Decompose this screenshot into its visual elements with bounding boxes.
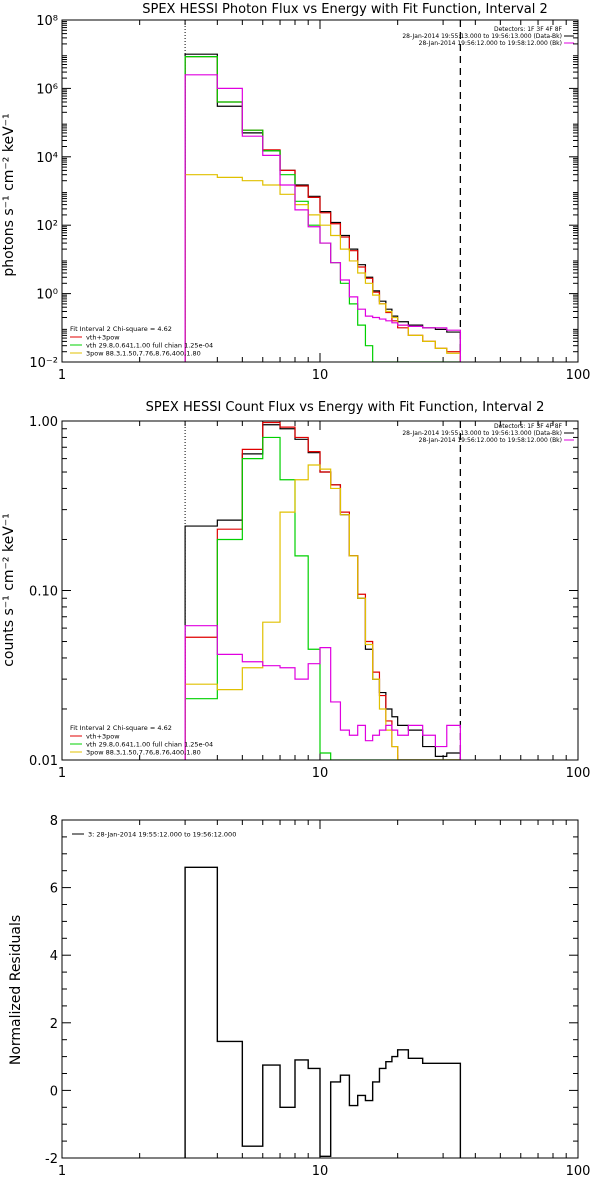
residuals-panel: Normalized Residuals 1 10 100 -2 0 2 4 6 8 3: 28… xyxy=(8,814,590,1179)
residuals-y-tick-label: 6 xyxy=(50,882,58,897)
residuals-y-tick-label: 0 xyxy=(50,1084,58,1099)
count-x-tick-label: 10 xyxy=(312,766,329,781)
photon-plot-area: 1 10 100 10⁻² 10⁰ 10² 10⁴ 10⁶ 10⁸ xyxy=(29,14,590,383)
residuals-x-tick-label: 10 xyxy=(312,1164,329,1179)
residuals-plot-area: 1 10 100 -2 0 2 4 6 8 xyxy=(45,814,590,1179)
count-flux-panel: SPEX HESSI Count Flux vs Energy with Fit… xyxy=(1,400,590,781)
count-panel-title: SPEX HESSI Count Flux vs Energy with Fit… xyxy=(146,400,545,415)
count-series-3 xyxy=(184,464,461,760)
count-legend-yellow-label: 3pow 88.3,1.50,7.76,8.76,400,1.80 xyxy=(86,749,201,757)
photon-legend-green-label: vth 29.8,0.641,1.00 full chian 1.25e-04 xyxy=(86,342,213,350)
count-x-tick-label: 100 xyxy=(566,766,591,781)
photon-series-3 xyxy=(184,174,461,362)
count-x-tick-label: 1 xyxy=(58,766,66,781)
residuals-x-tick-label: 100 xyxy=(566,1164,591,1179)
count-y-tick-label: 0.01 xyxy=(29,754,58,769)
photon-legend-red-label: vth+3pow xyxy=(86,334,120,342)
photon-legend-detectors: Detectors: 1F 3F 4F 8F xyxy=(494,26,563,33)
residuals-legend-label: 3: 28-Jan-2014 19:55:12.000 to 19:56:12.… xyxy=(88,831,236,839)
count-y-tick-label: 0.10 xyxy=(29,585,58,600)
count-frame xyxy=(61,420,579,761)
photon-y-tick-label: 10⁻² xyxy=(29,356,58,371)
count-legend-fit-label: Fit Interval 2 Chi-square = 4.62 xyxy=(70,724,172,732)
photon-legend-yellow-label: 3pow 88.3,1.50,7.76,8.76,400,1.80 xyxy=(86,350,201,358)
residuals-y-tick-label: 4 xyxy=(50,949,58,964)
count-legend-right: Detectors: 1F 3F 4F 8F 28-Jan-2014 19:55… xyxy=(402,423,574,444)
photon-legend-fit-label: Fit Interval 2 Chi-square = 4.62 xyxy=(70,325,172,333)
count-legend-left: Fit Interval 2 Chi-square = 4.62 vth+3po… xyxy=(70,724,213,757)
residuals-y-tick-label: -2 xyxy=(45,1152,58,1167)
photon-x-tick-label: 10 xyxy=(312,368,329,383)
count-plot-area: 1 10 100 0.01 0.10 1.00 xyxy=(29,415,590,781)
residuals-y-axis-label: Normalized Residuals xyxy=(8,915,24,1065)
count-y-tick-label: 1.00 xyxy=(29,415,58,430)
photon-legend-right: Detectors: 1F 3F 4F 8F 28-Jan-2014 19:55… xyxy=(402,26,574,47)
photon-flux-panel: SPEX HESSI Photon Flux vs Energy with Fi… xyxy=(1,2,590,383)
residuals-y-tick-label: 8 xyxy=(50,814,58,829)
photon-series-4 xyxy=(184,74,461,362)
photon-y-axis-label: photons s⁻¹ cm⁻² keV⁻¹ xyxy=(1,113,17,276)
count-series-4 xyxy=(184,625,461,760)
count-legend-red-label: vth+3pow xyxy=(86,733,120,741)
count-y-axis-label: counts s⁻¹ cm⁻² keV⁻¹ xyxy=(1,513,17,667)
photon-legend-bk: 28-Jan-2014 19:56:12.000 to 19:58:12.000… xyxy=(419,40,562,47)
photon-legend-data-bk: 28-Jan-2014 19:55:13.000 to 19:56:13.000… xyxy=(402,33,562,40)
photon-y-tick-label: 10⁴ xyxy=(36,151,58,166)
count-series-2 xyxy=(184,436,461,760)
count-legend-bk: 28-Jan-2014 19:56:12.000 to 19:58:12.000… xyxy=(419,437,562,444)
photon-y-tick-label: 10⁸ xyxy=(36,14,58,29)
photon-x-tick-label: 1 xyxy=(58,368,66,383)
photon-x-tick-label: 100 xyxy=(566,368,591,383)
count-legend-detectors: Detectors: 1F 3F 4F 8F xyxy=(494,423,563,430)
count-legend-green-label: vth 29.8,0.641,1.00 full chian 1.25e-04 xyxy=(86,741,213,749)
photon-frame xyxy=(61,19,579,363)
photon-y-tick-label: 10⁰ xyxy=(36,288,58,303)
photon-legend-left: Fit Interval 2 Chi-square = 4.62 vth+3po… xyxy=(70,325,213,358)
residuals-x-tick-label: 1 xyxy=(58,1164,66,1179)
count-legend-data-bk: 28-Jan-2014 19:55:13.000 to 19:56:13.000… xyxy=(402,430,562,437)
residuals-frame xyxy=(61,819,579,1159)
residuals-series-0 xyxy=(184,866,462,1158)
photon-panel-title: SPEX HESSI Photon Flux vs Energy with Fi… xyxy=(142,2,548,17)
photon-y-tick-label: 10² xyxy=(36,219,58,234)
residuals-y-tick-label: 2 xyxy=(50,1017,58,1032)
photon-y-tick-label: 10⁶ xyxy=(36,82,58,97)
